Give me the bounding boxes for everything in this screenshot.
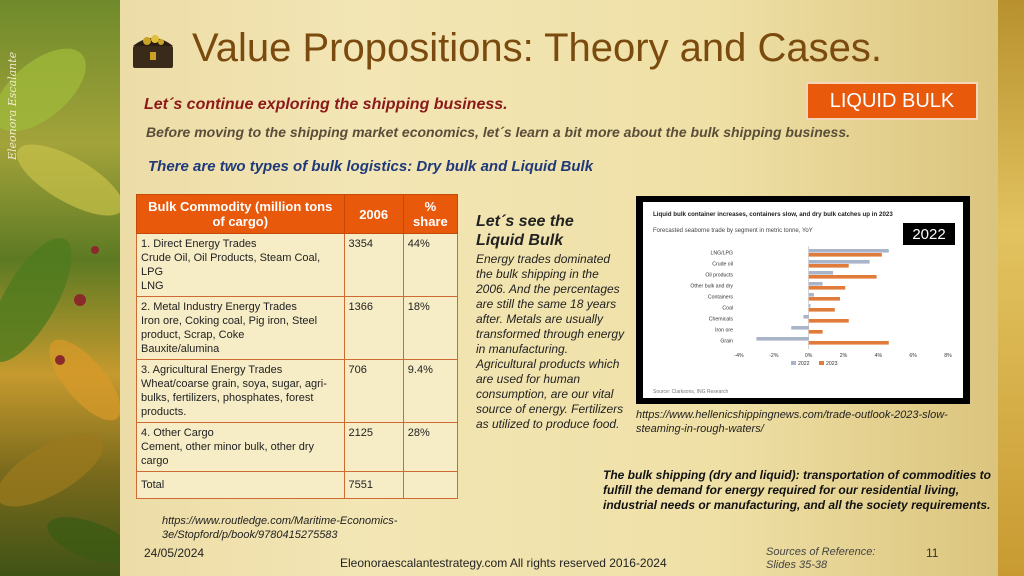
table-row: 1. Direct Energy Trades Crude Oil, Oil P… (136, 233, 459, 297)
chart-bar-2023 (808, 330, 823, 334)
table-cell-share: 18% (402, 296, 459, 360)
chart-tick-label: 8% (944, 353, 952, 359)
table-header-row: Bulk Commodity (million tons of cargo) 2… (136, 194, 459, 234)
chart-bar-2023 (808, 286, 846, 290)
chart-bar-2023 (808, 253, 882, 257)
chart-category-label: Oil products (705, 273, 733, 279)
footer-sources: Sources of Reference: Slides 35-38 (766, 546, 876, 571)
table-cell-2006: 2125 (343, 422, 404, 472)
table-cell-share: 28% (402, 422, 459, 472)
table-row-total: Total 7551 (136, 471, 459, 499)
slide-subtitle: Let´s continue exploring the shipping bu… (144, 96, 508, 113)
table-cell-2006: 1366 (343, 296, 404, 360)
intro-text: Before moving to the shipping market eco… (146, 124, 850, 140)
chart-svg: Liquid bulk container increases, contain… (653, 211, 952, 395)
chart-bar-2023 (808, 308, 835, 312)
chart-title: Liquid bulk container increases, contain… (653, 211, 893, 218)
table-cell-2006: 3354 (343, 233, 404, 297)
column-header-commodity: Bulk Commodity (million tons of cargo) (136, 194, 345, 234)
table-cell-2006: 7551 (343, 471, 404, 499)
signature: Eleonora Escalante (6, 51, 19, 160)
chart-bar-2022 (808, 293, 814, 297)
column-header-share: % share (402, 194, 459, 234)
chart-bar-2022 (808, 282, 823, 286)
chart-legend-label: 2023 (826, 361, 838, 367)
table-cell-commodity: 1. Direct Energy Trades Crude Oil, Oil P… (136, 233, 345, 297)
chart-category-label: Containers (708, 295, 733, 301)
chart-category-label: LNG/LPG (711, 251, 734, 257)
footer-copyright: Eleonoraescalantestrategy.com All rights… (340, 556, 667, 570)
chart-bar-2022 (808, 249, 889, 253)
chart-bar-2022 (808, 260, 870, 264)
table-row: 2. Metal Industry Energy Trades Iron ore… (136, 296, 459, 360)
reference-link-routledge[interactable]: https://www.routledge.com/Maritime-Econo… (162, 515, 398, 541)
table-cell-commodity: 3. Agricultural Energy Trades Wheat/coar… (136, 359, 345, 423)
chart-legend-swatch (819, 361, 824, 365)
bulk-commodity-table: Bulk Commodity (million tons of cargo) 2… (136, 194, 459, 499)
chart-tick-label: -2% (769, 353, 779, 359)
table-cell-commodity: 4. Other Cargo Cement, other minor bulk,… (136, 422, 345, 472)
liquid-bulk-heading: Let´s see the Liquid Bulk (476, 213, 574, 249)
chart-category-label: Grain (720, 339, 733, 345)
chart-bar-2023 (808, 264, 849, 268)
table-cell-commodity: 2. Metal Industry Energy Trades Iron ore… (136, 296, 345, 360)
table-cell-share: 9.4% (402, 359, 459, 423)
chart-bar-2022 (808, 304, 811, 308)
chart-tick-label: 6% (909, 353, 917, 359)
chart-bar-2022 (808, 271, 834, 275)
table-cell-share (402, 471, 459, 499)
slide-date: 24/05/2024 (144, 546, 205, 560)
chart-category-label: Chemicals (709, 317, 734, 323)
left-decorative-panel: Eleonora Escalante (0, 0, 120, 576)
page-number: 11 (926, 546, 939, 560)
chart-tick-label: -4% (734, 353, 744, 359)
liquid-bulk-badge: LIQUID BULK (806, 82, 978, 120)
right-decorative-strip (998, 0, 1024, 576)
chart-bar-2023 (808, 319, 849, 323)
chart-subtitle: Forecasted seaborne trade by segment in … (653, 228, 813, 234)
table-cell-share: 44% (402, 233, 459, 297)
table-row: 4. Other Cargo Cement, other minor bulk,… (136, 422, 459, 472)
chart-source: Source: Clarksons, ING Research (653, 389, 729, 395)
chart-bar-2023 (808, 341, 889, 345)
chart-tick-label: 0% (805, 353, 813, 359)
chart-bar-2022 (791, 326, 809, 330)
chart-category-label: Crude oil (712, 262, 733, 268)
chart-tick-label: 4% (875, 353, 883, 359)
energy-trades-text: Energy trades dominated the bulk shippin… (476, 252, 625, 431)
year-2022-badge: 2022 (902, 222, 956, 246)
bulk-types-text: There are two types of bulk logistics: D… (148, 158, 594, 175)
chart-bar-2023 (808, 275, 877, 279)
chart-bar-2023 (808, 297, 841, 301)
column-header-2006: 2006 (343, 194, 404, 234)
treasure-chest-icon (133, 35, 173, 68)
chart-category-label: Iron ore (715, 328, 733, 334)
chart-bar-2022 (756, 337, 809, 341)
leaf-painting-image (0, 48, 120, 563)
table-cell-commodity: Total (136, 471, 345, 499)
chart-category-label: Coal (722, 306, 733, 312)
chart-bar-2022 (803, 315, 809, 319)
reference-link-hellenic[interactable]: https://www.hellenicshippingnews.com/tra… (636, 409, 948, 435)
slide-title: Value Propositions: Theory and Cases. (192, 26, 883, 70)
chart-legend-label: 2022 (798, 361, 810, 367)
chart-legend-swatch (791, 361, 796, 365)
chart-category-label: Other bulk and dry (690, 284, 733, 290)
table-cell-2006: 706 (343, 359, 404, 423)
summary-text: The bulk shipping (dry and liquid): tran… (603, 468, 991, 512)
table-row: 3. Agricultural Energy Trades Wheat/coar… (136, 359, 459, 423)
chart-tick-label: 2% (840, 353, 848, 359)
